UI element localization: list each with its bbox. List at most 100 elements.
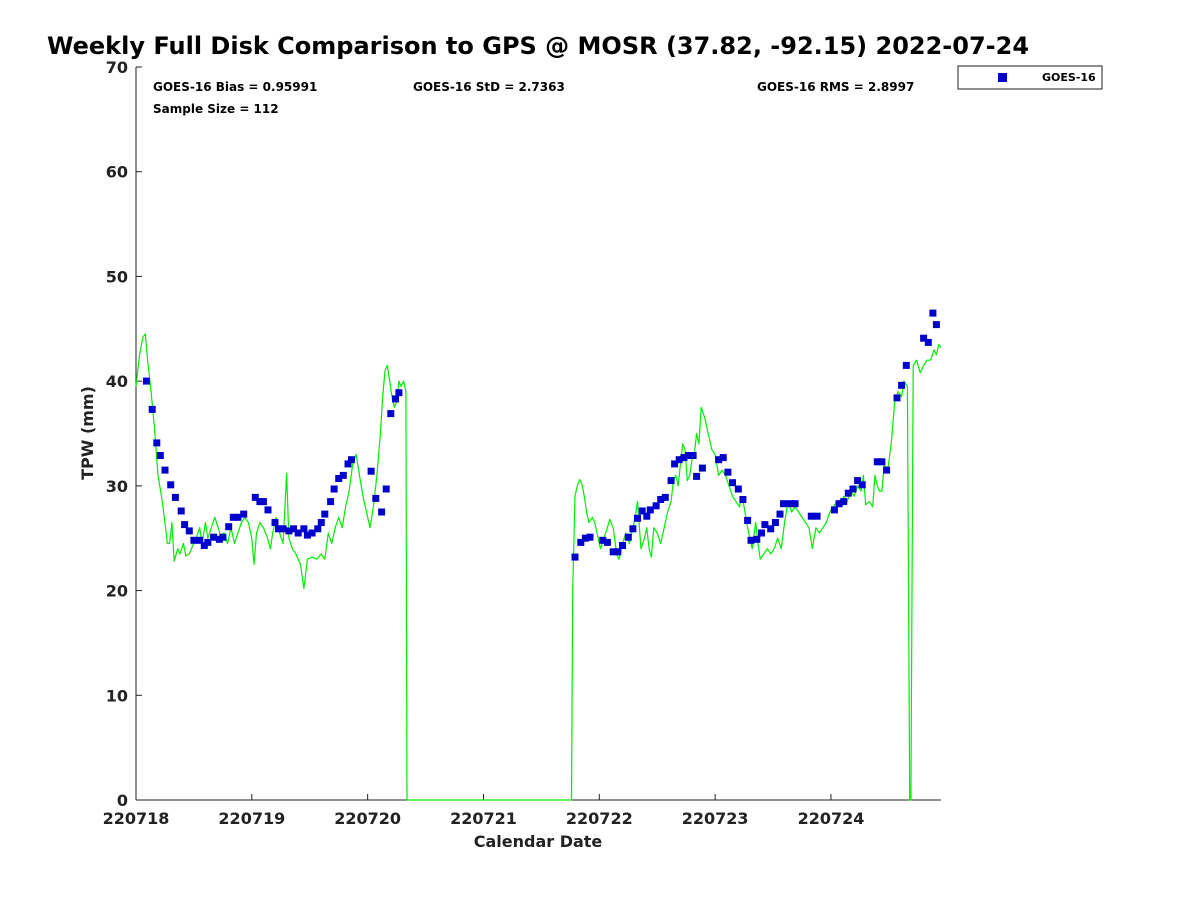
goes16-point: [929, 309, 937, 317]
goes16-point: [924, 338, 932, 346]
goes16-point: [372, 494, 380, 502]
goes16-point: [156, 452, 164, 459]
goes16-point: [330, 485, 338, 493]
goes16-point: [382, 485, 390, 493]
goes16-point: [234, 513, 242, 521]
stat-bias: GOES-16 Bias = 0.95991: [153, 80, 317, 94]
stat-rms: GOES-16 RMS = 2.8997: [757, 80, 914, 94]
goes16-point: [271, 519, 279, 526]
goes16-point: [893, 394, 901, 402]
goes16-point: [724, 468, 732, 476]
goes16-point: [835, 500, 843, 508]
x-tick-label: 220718: [103, 809, 170, 828]
goes16-point: [581, 534, 589, 542]
y-tick-label: 0: [117, 791, 128, 810]
goes16-point: [734, 485, 742, 493]
y-tick-label: 30: [106, 477, 128, 496]
goes16-point: [873, 458, 881, 466]
goes16-point: [577, 538, 585, 546]
goes16-point: [771, 519, 779, 526]
goes16-point: [609, 548, 617, 556]
y-tick-label: 70: [106, 58, 128, 77]
goes16-point: [279, 525, 287, 533]
goes16-point: [219, 533, 227, 541]
goes16-point: [308, 529, 316, 537]
y-tick-label: 50: [106, 267, 128, 286]
goes16-point: [858, 481, 866, 489]
plot-area: [135, 67, 941, 801]
x-axis-label: Calendar Date: [474, 832, 603, 851]
goes16-point: [285, 527, 293, 535]
goes16-point: [335, 475, 343, 482]
goes16-point: [210, 533, 218, 541]
goes16-point: [898, 381, 906, 389]
x-tick-label: 220721: [450, 809, 517, 828]
goes16-point: [786, 500, 794, 508]
goes16-point: [807, 512, 815, 520]
x-ticks: 220718 220719 220720 220721 220722 220723 2207…: [103, 794, 865, 828]
goes16-point: [646, 506, 654, 514]
goes16-point: [883, 466, 891, 474]
goes16-scatter-series: [142, 309, 940, 561]
goes16-point: [840, 498, 848, 506]
goes16-point: [624, 533, 632, 541]
legend-label: GOES-16: [1042, 71, 1096, 84]
goes16-point: [392, 395, 399, 403]
goes16-point: [849, 485, 857, 493]
goes16-point: [739, 496, 747, 503]
goes16-point: [776, 510, 784, 518]
goes16-point: [619, 542, 626, 549]
goes16-point: [685, 452, 692, 459]
goes16-point: [744, 516, 752, 524]
goes16-point: [698, 464, 706, 472]
goes16-point: [148, 405, 156, 413]
goes16-point: [314, 525, 322, 533]
goes16-point: [652, 502, 660, 510]
goes16-point: [395, 389, 403, 397]
goes16-point: [747, 536, 755, 544]
goes16-point: [378, 508, 386, 516]
goes16-point: [758, 529, 765, 537]
goes16-point: [167, 481, 175, 489]
legend-box: [957, 65, 1103, 90]
goes16-point: [251, 493, 259, 501]
goes16-point: [290, 525, 297, 533]
goes16-point: [634, 514, 641, 522]
goes16-point: [225, 523, 233, 531]
goes16-point: [719, 454, 727, 462]
goes16-point: [830, 506, 838, 514]
goes16-point: [667, 477, 675, 485]
y-tick-label: 10: [106, 686, 128, 705]
goes16-point: [229, 513, 237, 521]
goes16-point: [761, 521, 769, 529]
goes16-point: [367, 467, 375, 475]
goes16-point: [347, 456, 355, 464]
goes16-point: [675, 456, 683, 464]
x-tick-label: 220724: [798, 809, 865, 828]
goes16-point: [767, 525, 775, 533]
goes16-point: [571, 553, 579, 561]
goes16-point: [387, 410, 395, 418]
goes16-point: [196, 536, 204, 544]
goes16-point: [671, 460, 679, 468]
y-tick-label: 60: [106, 163, 128, 182]
chart-title: Weekly Full Disk Comparison to GPS @ MOS…: [47, 32, 1029, 60]
goes16-point: [185, 527, 193, 535]
goes16-point: [321, 510, 329, 518]
y-ticks: 0 10 20 30 40 50 60 70: [106, 58, 142, 810]
goes16-point: [643, 512, 651, 520]
goes16-point: [264, 506, 272, 514]
goes16-point: [753, 535, 761, 543]
goes16-point: [661, 493, 669, 501]
goes16-point: [240, 510, 248, 518]
y-axis-label: TPW (mm): [78, 386, 97, 480]
goes16-point: [317, 519, 325, 526]
legend: GOES-16: [957, 65, 1103, 90]
goes16-point: [190, 536, 198, 544]
goes16-point: [259, 498, 267, 506]
goes16-point: [689, 452, 697, 459]
goes16-point: [844, 489, 852, 497]
goes16-point: [878, 458, 886, 466]
goes16-point: [339, 471, 347, 479]
